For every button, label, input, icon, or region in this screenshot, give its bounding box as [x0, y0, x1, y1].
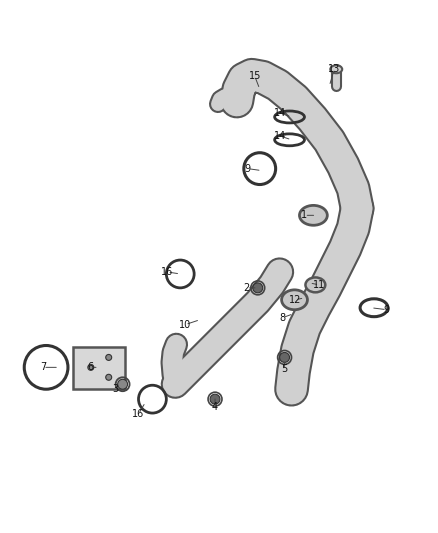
Text: 14: 14 — [273, 131, 286, 141]
Text: 12: 12 — [290, 295, 302, 305]
Circle shape — [118, 379, 127, 389]
Text: 2: 2 — [244, 283, 250, 293]
Ellipse shape — [300, 205, 327, 225]
Circle shape — [253, 283, 263, 293]
Text: 16: 16 — [161, 267, 173, 277]
Ellipse shape — [282, 290, 307, 310]
Text: 1: 1 — [301, 211, 307, 220]
Text: 10: 10 — [179, 320, 191, 329]
Text: 16: 16 — [132, 409, 145, 419]
Text: 5: 5 — [282, 365, 288, 374]
Text: 8: 8 — [279, 313, 286, 322]
Text: 3: 3 — [113, 384, 119, 394]
Text: 13: 13 — [328, 64, 340, 74]
Circle shape — [106, 374, 112, 380]
Text: 6: 6 — [88, 362, 94, 373]
Text: 15: 15 — [249, 71, 261, 81]
Text: 11: 11 — [313, 280, 325, 290]
Ellipse shape — [330, 65, 342, 73]
Text: 9: 9 — [245, 164, 251, 174]
Text: 14: 14 — [273, 108, 286, 118]
Circle shape — [106, 354, 112, 360]
Circle shape — [210, 394, 220, 404]
Circle shape — [279, 352, 290, 362]
Text: 7: 7 — [40, 362, 46, 373]
Ellipse shape — [305, 278, 325, 292]
Text: 9: 9 — [384, 305, 390, 314]
Circle shape — [88, 365, 94, 370]
Text: 4: 4 — [212, 402, 218, 412]
FancyBboxPatch shape — [73, 348, 124, 389]
